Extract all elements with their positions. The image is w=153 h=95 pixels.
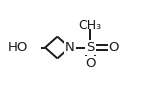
Text: CH₃: CH₃ xyxy=(79,19,102,32)
Text: O: O xyxy=(85,57,95,70)
Text: N: N xyxy=(65,41,75,54)
Text: S: S xyxy=(86,41,94,54)
Text: O: O xyxy=(109,41,119,54)
Text: HO: HO xyxy=(7,41,28,54)
